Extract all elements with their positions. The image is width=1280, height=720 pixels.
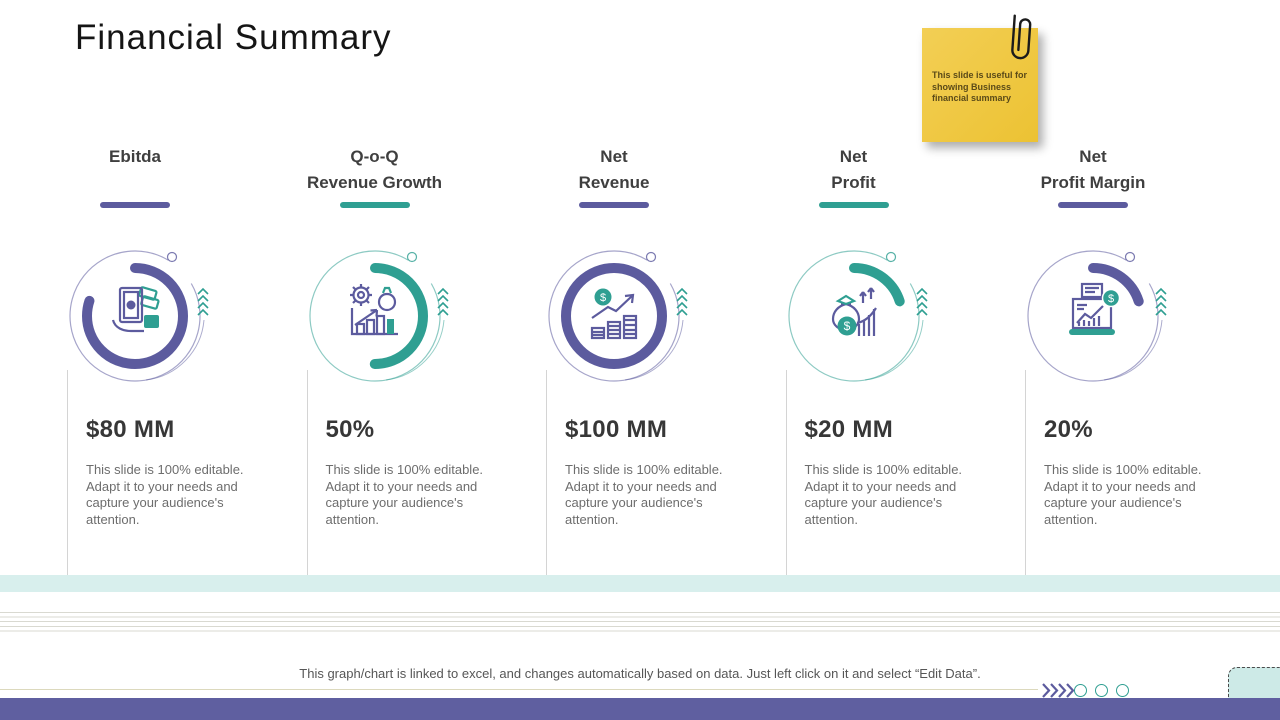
column-heading: Ebitda — [15, 144, 255, 170]
pagination-dot — [1074, 684, 1087, 697]
column-heading-line2: Profit Margin — [1040, 173, 1146, 192]
metric-description: This slide is 100% editable. Adapt it to… — [1044, 462, 1202, 527]
column-heading-line2: Profit — [831, 173, 876, 192]
metric-column: Ebitda — [15, 140, 255, 588]
up-chevrons-icon — [436, 287, 449, 316]
metric-column: Q-o-Q Revenue Growth — [255, 140, 495, 588]
column-heading: Net Profit Margin — [973, 144, 1213, 196]
pagination-dot — [1095, 684, 1108, 697]
metric-icon-box: $ — [819, 278, 889, 348]
progress-ring — [308, 250, 449, 382]
pagination-dot — [1116, 684, 1129, 697]
cash-payment-icon — [111, 286, 160, 333]
up-chevrons-icon — [1155, 287, 1167, 316]
column-heading: Q-o-Q Revenue Growth — [255, 144, 495, 196]
metric-icon-box — [340, 278, 410, 348]
bottom-bar — [0, 698, 1280, 720]
column-divider — [546, 370, 547, 577]
svg-text:$: $ — [843, 319, 850, 333]
heading-underline — [818, 202, 889, 208]
accent-band — [0, 575, 1280, 592]
metric-value: $80 MM — [86, 416, 175, 443]
column-divider — [1025, 370, 1026, 577]
heading-underline — [100, 202, 170, 208]
footer-note: This graph/chart is linked to excel, and… — [299, 666, 981, 681]
heading-underline — [339, 202, 410, 208]
heading-underline — [579, 202, 649, 208]
ruled-lines — [0, 612, 1280, 632]
laptop-analytics-icon: $ — [1069, 282, 1121, 335]
metric-column: Net Profit Margin — [973, 140, 1213, 588]
metric-value: $100 MM — [565, 416, 668, 443]
sticky-note-text: This slide is useful for showing Busines… — [932, 70, 1028, 103]
progress-ring — [69, 250, 209, 382]
heading-underline — [1058, 202, 1128, 208]
up-chevrons-icon — [676, 287, 688, 316]
column-heading: Net Revenue — [494, 144, 734, 196]
metric-column: Net Revenue $ — [494, 140, 734, 588]
column-heading-line2: Revenue Growth — [306, 173, 443, 192]
metric-description: This slide is 100% editable. Adapt it to… — [565, 462, 723, 527]
column-heading-line1: Ebitda — [109, 147, 161, 166]
metric-column: Net Profit — [734, 140, 974, 588]
metric-icon-box: $ — [1058, 278, 1128, 348]
svg-text:$: $ — [1108, 293, 1114, 305]
growth-gear-icon — [349, 284, 398, 336]
metric-icon-box: $ — [579, 278, 649, 348]
metric-value: 20% — [1044, 416, 1093, 443]
up-chevrons-icon — [915, 287, 928, 316]
paperclip-icon — [1011, 14, 1032, 60]
column-heading-line1: Net — [1079, 147, 1107, 166]
metric-icon-box — [100, 278, 170, 348]
revenue-arrow-icon: $ — [590, 288, 638, 340]
column-divider — [306, 370, 308, 577]
footer-divider — [0, 689, 1038, 690]
up-chevrons-icon — [197, 287, 209, 316]
forward-chevrons-icon — [1042, 683, 1075, 698]
pagination-dots-icon — [1074, 684, 1129, 697]
progress-ring — [1027, 250, 1167, 382]
column-heading: Net Profit — [734, 144, 974, 196]
progress-ring — [548, 250, 688, 382]
money-bag-icon: $ — [831, 287, 877, 336]
metric-description: This slide is 100% editable. Adapt it to… — [86, 462, 244, 527]
page-title: Financial Summary — [75, 18, 392, 57]
column-divider — [67, 370, 68, 577]
column-heading-line1: Q-o-Q — [350, 147, 399, 166]
progress-ring — [787, 250, 928, 382]
metric-value: 50% — [325, 416, 375, 443]
column-heading-line1: Net — [839, 147, 868, 166]
column-divider — [785, 370, 787, 577]
metric-description: This slide is 100% editable. Adapt it to… — [325, 462, 484, 527]
metric-description: This slide is 100% editable. Adapt it to… — [804, 462, 963, 527]
column-heading-line1: Net — [600, 147, 628, 166]
svg-text:$: $ — [600, 292, 606, 304]
column-heading-line2: Revenue — [578, 173, 650, 192]
metric-value: $20 MM — [804, 416, 893, 443]
